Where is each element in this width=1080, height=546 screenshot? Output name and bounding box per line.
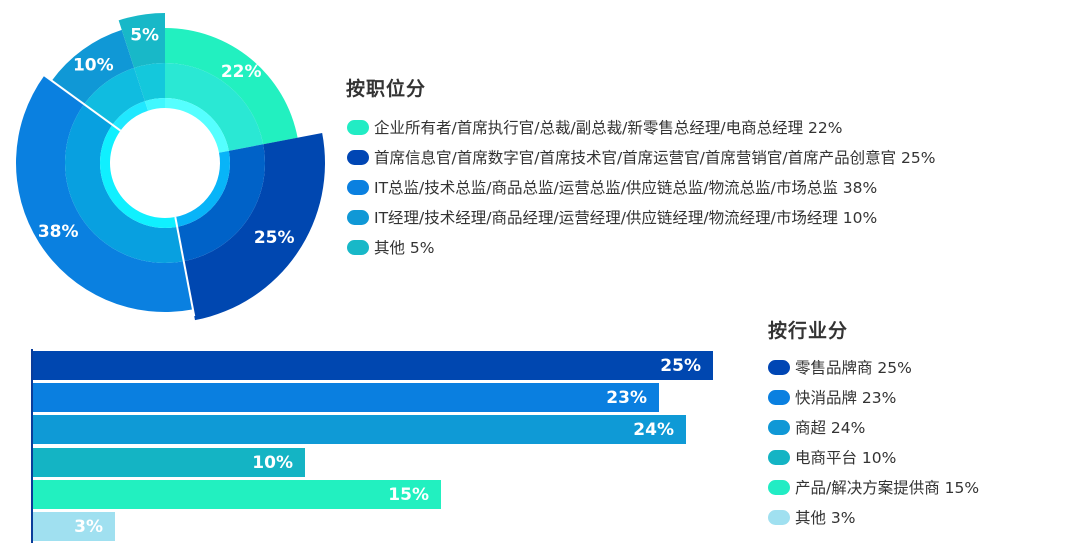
legend-label: 快消品牌 23% bbox=[795, 389, 897, 407]
legend-item: IT经理/技术经理/商品经理/运营经理/供应链经理/物流经理/市场经理 10% bbox=[347, 202, 936, 232]
bar: 10% bbox=[33, 448, 305, 477]
legend-swatch-icon bbox=[768, 509, 790, 525]
legend-item: 其他 3% bbox=[768, 502, 979, 532]
legend-label: IT总监/技术总监/商品总监/运营总监/供应链总监/物流总监/市场总监 38% bbox=[374, 179, 878, 197]
bar: 23% bbox=[33, 383, 659, 412]
legend-swatch-icon bbox=[768, 419, 790, 435]
y-axis-line bbox=[31, 349, 33, 543]
bar-value-label: 25% bbox=[660, 355, 701, 376]
bar: 25% bbox=[33, 351, 713, 380]
industry-bar-chart: 25% 23% 24% 10% 15% 3% bbox=[31, 349, 731, 543]
legend-swatch-icon bbox=[347, 239, 369, 255]
legend-label: 首席信息官/首席数字官/首席技术官/首席运营官/首席营销官/首席产品创意官 25… bbox=[374, 149, 936, 167]
legend-swatch-icon bbox=[768, 449, 790, 465]
industry-legend-title: 按行业分 bbox=[768, 320, 849, 342]
slice-divider bbox=[174, 216, 196, 317]
role-legend-title: 按职位分 bbox=[346, 78, 427, 100]
legend-swatch-icon bbox=[347, 209, 369, 225]
legend-item: 电商平台 10% bbox=[768, 442, 979, 472]
legend-label: 商超 24% bbox=[795, 419, 866, 437]
role-legend: 企业所有者/首席执行官/总裁/副总裁/新零售总经理/电商总经理 22% 首席信息… bbox=[347, 112, 936, 262]
legend-label: 其他 5% bbox=[374, 239, 435, 257]
pie-slice: 38% bbox=[16, 75, 193, 312]
pie-slice: 10% bbox=[51, 29, 149, 131]
legend-swatch-icon bbox=[768, 389, 790, 405]
legend-item: IT总监/技术总监/商品总监/运营总监/供应链总监/物流总监/市场总监 38% bbox=[347, 172, 936, 202]
slice-value-label: 5% bbox=[130, 26, 159, 46]
bar-value-label: 3% bbox=[74, 516, 103, 537]
legend-swatch-icon bbox=[347, 179, 369, 195]
legend-label: 企业所有者/首席执行官/总裁/副总裁/新零售总经理/电商总经理 22% bbox=[374, 119, 843, 137]
legend-item: 其他 5% bbox=[347, 232, 936, 262]
pie-slice: 22% bbox=[165, 28, 298, 153]
legend-swatch-icon bbox=[347, 119, 369, 135]
industry-legend: 零售品牌商 25% 快消品牌 23% 商超 24% 电商平台 10% 产品/解决… bbox=[768, 352, 979, 532]
bar: 3% bbox=[33, 512, 115, 541]
legend-label: IT经理/技术经理/商品经理/运营经理/供应链经理/物流经理/市场经理 10% bbox=[374, 209, 878, 227]
legend-swatch-icon bbox=[768, 359, 790, 375]
bar-value-label: 24% bbox=[633, 419, 674, 440]
slice-divider bbox=[38, 70, 122, 132]
legend-item: 商超 24% bbox=[768, 412, 979, 442]
legend-swatch-icon bbox=[768, 479, 790, 495]
legend-label: 产品/解决方案提供商 15% bbox=[795, 479, 980, 497]
pie-slice: 25% bbox=[175, 133, 325, 321]
legend-item: 企业所有者/首席执行官/总裁/副总裁/新零售总经理/电商总经理 22% bbox=[347, 112, 936, 142]
bar-value-label: 10% bbox=[252, 452, 293, 473]
bar-value-label: 15% bbox=[388, 484, 429, 505]
legend-item: 快消品牌 23% bbox=[768, 382, 979, 412]
slice-value-label: 22% bbox=[221, 62, 262, 82]
legend-swatch-icon bbox=[347, 149, 369, 165]
legend-label: 其他 3% bbox=[795, 509, 856, 527]
legend-item: 首席信息官/首席数字官/首席技术官/首席运营官/首席营销官/首席产品创意官 25… bbox=[347, 142, 936, 172]
slice-value-label: 10% bbox=[73, 55, 114, 75]
legend-item: 产品/解决方案提供商 15% bbox=[768, 472, 979, 502]
bar-value-label: 23% bbox=[606, 387, 647, 408]
bar: 24% bbox=[33, 415, 686, 444]
pie-slice: 5% bbox=[118, 13, 165, 111]
bar: 15% bbox=[33, 480, 441, 509]
legend-label: 零售品牌商 25% bbox=[795, 359, 912, 377]
slice-value-label: 38% bbox=[38, 222, 79, 242]
legend-item: 零售品牌商 25% bbox=[768, 352, 979, 382]
role-rose-chart: 22% 25% 38% 10% 5% bbox=[16, 13, 325, 321]
slice-value-label: 25% bbox=[254, 228, 295, 248]
legend-label: 电商平台 10% bbox=[795, 449, 897, 467]
